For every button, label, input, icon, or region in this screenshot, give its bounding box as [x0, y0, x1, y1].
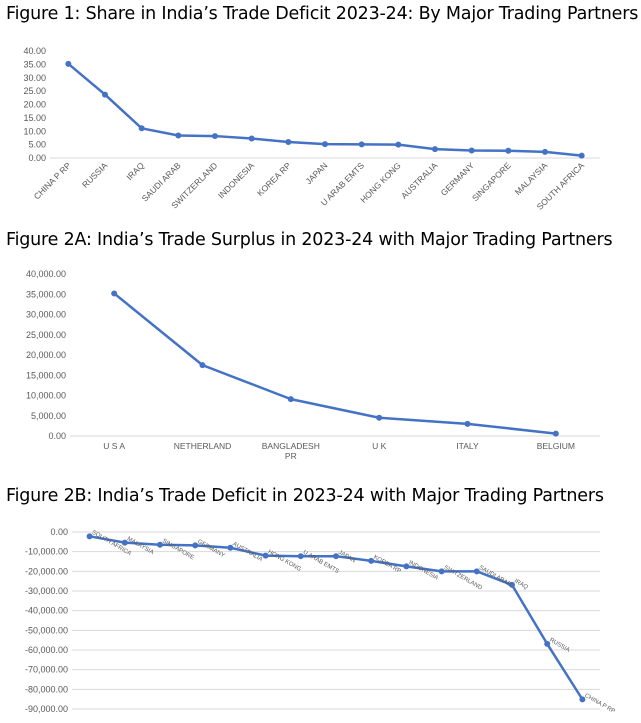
y-tick-label: 15.00	[23, 113, 46, 123]
x-tick-label: CHINA P RP	[32, 160, 73, 201]
data-point	[121, 539, 128, 546]
series-line	[89, 535, 584, 701]
x-tick-label: JAPAN	[303, 160, 329, 186]
y-tick-label: 35.00	[23, 59, 46, 69]
data-point	[157, 541, 163, 548]
data-point	[102, 91, 108, 98]
x-tick-label: ITALY	[456, 441, 479, 451]
data-point	[262, 552, 269, 559]
x-tick-label: GERMANY	[439, 160, 477, 198]
y-tick-label: -60,000.00	[25, 645, 68, 655]
data-point	[199, 362, 206, 369]
chart-figure-2a: 0.00 5,000.00 10,000.00 15,000.00 20,000.00 2…	[26, 269, 600, 461]
x-tick-label: HONG KONG	[267, 549, 303, 573]
y-tick-label: 25,000.00	[26, 330, 66, 340]
x-tick-label: KOREA RP	[255, 160, 293, 198]
data-point	[505, 147, 512, 154]
data-point	[579, 696, 586, 703]
data-point	[248, 135, 255, 142]
data-point	[552, 430, 559, 437]
x-tick-label: AUSTRALIA	[399, 160, 440, 201]
data-point	[395, 141, 402, 148]
data-point	[138, 125, 145, 132]
y-tick-label: 40.00	[23, 46, 46, 56]
data-point	[578, 152, 585, 159]
x-tick-label: BELGIUM	[537, 441, 575, 451]
data-point	[403, 563, 410, 570]
data-point	[192, 542, 199, 549]
data-point	[86, 533, 93, 540]
x-tick-label: NETHERLAND	[174, 441, 232, 451]
y-tick-label: -30,000.00	[25, 586, 68, 596]
y-tick-label: -90,000.00	[25, 704, 68, 714]
data-point	[212, 133, 218, 140]
x-tick-label: GERMANY	[196, 539, 225, 559]
data-point	[509, 581, 515, 588]
x-tick-label: AUSTRALIA	[231, 541, 263, 563]
x-tick-label: SINGAPORE	[161, 538, 195, 561]
y-tick-label: 10.00	[23, 126, 46, 136]
data-point	[468, 147, 475, 154]
x-tick-label: IRAQ	[124, 160, 146, 182]
data-point	[297, 553, 304, 560]
chart-figure-1: 0.00 5.00 10.00 15.00 20.00 25.00 30.00 35.00 40…	[23, 46, 600, 212]
y-tick-label: 10,000.00	[26, 391, 66, 401]
series-line	[113, 292, 556, 435]
y-tick-label: 20,000.00	[26, 350, 66, 360]
data-point	[333, 553, 339, 560]
x-tick-label: CHINA P RP	[583, 693, 615, 715]
figure-2a-title: Figure 2A: India’s Trade Surplus in 2023…	[6, 230, 613, 250]
y-tick-label: 0.00	[28, 153, 46, 163]
y-tick-label: -10,000.00	[25, 547, 68, 557]
x-tick-label: RUSSIA	[80, 160, 110, 190]
y-tick-label: -40,000.00	[25, 606, 68, 616]
y-tick-label: -20,000.00	[25, 566, 68, 576]
y-tick-label: -50,000.00	[25, 625, 68, 635]
y-tick-label: -80,000.00	[25, 684, 68, 694]
data-point	[175, 132, 182, 139]
data-point	[544, 640, 551, 647]
y-tick-label: -70,000.00	[25, 665, 68, 675]
x-tick-label: INDONESIA	[216, 160, 256, 200]
data-point	[542, 148, 548, 155]
data-point	[65, 60, 72, 67]
data-point	[464, 420, 471, 427]
x-tick-label: SINGAPORE	[470, 160, 513, 203]
data-point	[227, 544, 234, 551]
data-point	[438, 568, 445, 575]
y-tick-label: 0.00	[48, 431, 66, 441]
data-point	[358, 141, 365, 148]
y-tick-label: 40,000.00	[26, 269, 66, 279]
y-tick-label: 5,000.00	[31, 411, 66, 421]
data-point	[322, 141, 328, 148]
y-tick-label: 5.00	[28, 140, 46, 150]
data-point	[287, 396, 294, 403]
x-tick-label: MALAYSIA	[513, 160, 550, 197]
y-tick-label: 20.00	[23, 100, 46, 110]
x-tick-label: U K	[372, 441, 387, 451]
chart-figure-2b: 0.00 -10,000.00 -20,000.00 -30,000.00 -40,00…	[25, 527, 616, 715]
y-tick-label: 30.00	[23, 73, 46, 83]
x-tick-label: U S A	[103, 441, 125, 451]
y-tick-label: 35,000.00	[26, 289, 66, 299]
figure-2b-title: Figure 2B: India’s Trade Deficit in 2023…	[6, 486, 604, 506]
y-tick-label: 15,000.00	[26, 370, 66, 380]
y-tick-label: 0.00	[50, 527, 68, 537]
y-tick-label: 25.00	[23, 86, 46, 96]
data-point	[473, 568, 480, 575]
data-point	[111, 290, 118, 297]
x-tick-label: BANGLADESH PR	[262, 441, 320, 461]
figure-1-title: Figure 1: Share in India’s Trade Deficit…	[6, 4, 639, 24]
data-point	[285, 138, 292, 145]
data-point	[368, 557, 375, 564]
y-tick-label: 30,000.00	[26, 310, 66, 320]
data-point	[432, 146, 438, 153]
data-point	[376, 414, 383, 421]
x-tick-label: SAUDI ARAB	[478, 565, 512, 588]
